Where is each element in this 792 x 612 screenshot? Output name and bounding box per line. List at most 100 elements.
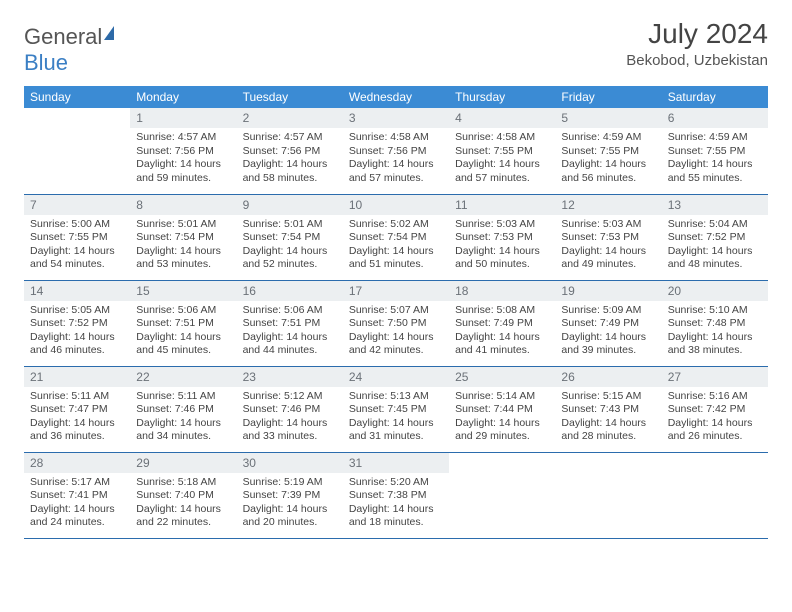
day-number: 29	[130, 453, 236, 473]
page-title: July 2024	[626, 18, 768, 50]
day-number: 10	[343, 195, 449, 215]
calendar-row: 1Sunrise: 4:57 AMSunset: 7:56 PMDaylight…	[24, 108, 768, 194]
day-number: 8	[130, 195, 236, 215]
day-number: 24	[343, 367, 449, 387]
calendar-row: 14Sunrise: 5:05 AMSunset: 7:52 PMDayligh…	[24, 280, 768, 366]
calendar-cell: 2Sunrise: 4:57 AMSunset: 7:56 PMDaylight…	[237, 108, 343, 194]
day-details: Sunrise: 5:00 AMSunset: 7:55 PMDaylight:…	[24, 215, 130, 277]
day-number: 16	[237, 281, 343, 301]
day-details: Sunrise: 5:03 AMSunset: 7:53 PMDaylight:…	[449, 215, 555, 277]
brand-logo: General Blue	[24, 18, 114, 76]
calendar-cell: 6Sunrise: 4:59 AMSunset: 7:55 PMDaylight…	[662, 108, 768, 194]
calendar-cell: 7Sunrise: 5:00 AMSunset: 7:55 PMDaylight…	[24, 194, 130, 280]
brand-text-1: General	[24, 24, 102, 49]
day-details: Sunrise: 5:05 AMSunset: 7:52 PMDaylight:…	[24, 301, 130, 363]
brand-triangle-icon	[104, 26, 114, 40]
calendar-cell: 21Sunrise: 5:11 AMSunset: 7:47 PMDayligh…	[24, 366, 130, 452]
calendar-body: 1Sunrise: 4:57 AMSunset: 7:56 PMDaylight…	[24, 108, 768, 538]
day-details: Sunrise: 4:57 AMSunset: 7:56 PMDaylight:…	[237, 128, 343, 190]
day-number: 4	[449, 108, 555, 128]
day-number: 9	[237, 195, 343, 215]
calendar-cell: 11Sunrise: 5:03 AMSunset: 7:53 PMDayligh…	[449, 194, 555, 280]
day-details: Sunrise: 5:18 AMSunset: 7:40 PMDaylight:…	[130, 473, 236, 535]
calendar-cell: 12Sunrise: 5:03 AMSunset: 7:53 PMDayligh…	[555, 194, 661, 280]
calendar-cell: 8Sunrise: 5:01 AMSunset: 7:54 PMDaylight…	[130, 194, 236, 280]
calendar-cell: 13Sunrise: 5:04 AMSunset: 7:52 PMDayligh…	[662, 194, 768, 280]
weekday-header: Friday	[555, 86, 661, 108]
day-number: 27	[662, 367, 768, 387]
header: General Blue July 2024 Bekobod, Uzbekist…	[24, 18, 768, 76]
day-details: Sunrise: 5:13 AMSunset: 7:45 PMDaylight:…	[343, 387, 449, 449]
day-number: 22	[130, 367, 236, 387]
title-block: July 2024 Bekobod, Uzbekistan	[626, 18, 768, 69]
day-details: Sunrise: 5:09 AMSunset: 7:49 PMDaylight:…	[555, 301, 661, 363]
day-details: Sunrise: 4:59 AMSunset: 7:55 PMDaylight:…	[662, 128, 768, 190]
brand-text-2: Blue	[24, 50, 68, 75]
calendar-row: 21Sunrise: 5:11 AMSunset: 7:47 PMDayligh…	[24, 366, 768, 452]
calendar-cell: 30Sunrise: 5:19 AMSunset: 7:39 PMDayligh…	[237, 452, 343, 538]
day-number: 25	[449, 367, 555, 387]
calendar-cell: 15Sunrise: 5:06 AMSunset: 7:51 PMDayligh…	[130, 280, 236, 366]
day-details: Sunrise: 5:08 AMSunset: 7:49 PMDaylight:…	[449, 301, 555, 363]
weekday-header: Saturday	[662, 86, 768, 108]
calendar-cell: 25Sunrise: 5:14 AMSunset: 7:44 PMDayligh…	[449, 366, 555, 452]
day-number: 11	[449, 195, 555, 215]
calendar-cell: 5Sunrise: 4:59 AMSunset: 7:55 PMDaylight…	[555, 108, 661, 194]
calendar-cell: 27Sunrise: 5:16 AMSunset: 7:42 PMDayligh…	[662, 366, 768, 452]
day-details: Sunrise: 5:01 AMSunset: 7:54 PMDaylight:…	[237, 215, 343, 277]
day-details: Sunrise: 5:11 AMSunset: 7:46 PMDaylight:…	[130, 387, 236, 449]
weekday-header: Sunday	[24, 86, 130, 108]
day-number: 14	[24, 281, 130, 301]
day-details: Sunrise: 5:07 AMSunset: 7:50 PMDaylight:…	[343, 301, 449, 363]
day-number: 1	[130, 108, 236, 128]
calendar-cell: 19Sunrise: 5:09 AMSunset: 7:49 PMDayligh…	[555, 280, 661, 366]
calendar-cell: 9Sunrise: 5:01 AMSunset: 7:54 PMDaylight…	[237, 194, 343, 280]
calendar-cell: 28Sunrise: 5:17 AMSunset: 7:41 PMDayligh…	[24, 452, 130, 538]
day-number: 21	[24, 367, 130, 387]
calendar-cell: 24Sunrise: 5:13 AMSunset: 7:45 PMDayligh…	[343, 366, 449, 452]
day-number: 28	[24, 453, 130, 473]
weekday-header: Thursday	[449, 86, 555, 108]
day-details: Sunrise: 5:12 AMSunset: 7:46 PMDaylight:…	[237, 387, 343, 449]
day-number: 17	[343, 281, 449, 301]
day-number: 12	[555, 195, 661, 215]
day-details: Sunrise: 5:19 AMSunset: 7:39 PMDaylight:…	[237, 473, 343, 535]
calendar-cell: 16Sunrise: 5:06 AMSunset: 7:51 PMDayligh…	[237, 280, 343, 366]
calendar-cell: 20Sunrise: 5:10 AMSunset: 7:48 PMDayligh…	[662, 280, 768, 366]
day-number: 30	[237, 453, 343, 473]
calendar-row: 28Sunrise: 5:17 AMSunset: 7:41 PMDayligh…	[24, 452, 768, 538]
day-number: 23	[237, 367, 343, 387]
calendar-cell: 10Sunrise: 5:02 AMSunset: 7:54 PMDayligh…	[343, 194, 449, 280]
day-details: Sunrise: 4:58 AMSunset: 7:56 PMDaylight:…	[343, 128, 449, 190]
day-number: 5	[555, 108, 661, 128]
day-details: Sunrise: 5:10 AMSunset: 7:48 PMDaylight:…	[662, 301, 768, 363]
day-details: Sunrise: 5:15 AMSunset: 7:43 PMDaylight:…	[555, 387, 661, 449]
day-number: 15	[130, 281, 236, 301]
calendar-table: SundayMondayTuesdayWednesdayThursdayFrid…	[24, 86, 768, 539]
calendar-cell: 31Sunrise: 5:20 AMSunset: 7:38 PMDayligh…	[343, 452, 449, 538]
day-number: 26	[555, 367, 661, 387]
location-text: Bekobod, Uzbekistan	[626, 52, 768, 69]
weekday-header: Wednesday	[343, 86, 449, 108]
day-details: Sunrise: 5:02 AMSunset: 7:54 PMDaylight:…	[343, 215, 449, 277]
calendar-cell: 1Sunrise: 4:57 AMSunset: 7:56 PMDaylight…	[130, 108, 236, 194]
day-details: Sunrise: 5:01 AMSunset: 7:54 PMDaylight:…	[130, 215, 236, 277]
day-number: 18	[449, 281, 555, 301]
day-number: 2	[237, 108, 343, 128]
day-details: Sunrise: 5:06 AMSunset: 7:51 PMDaylight:…	[130, 301, 236, 363]
day-details: Sunrise: 5:11 AMSunset: 7:47 PMDaylight:…	[24, 387, 130, 449]
day-details: Sunrise: 5:17 AMSunset: 7:41 PMDaylight:…	[24, 473, 130, 535]
day-details: Sunrise: 4:57 AMSunset: 7:56 PMDaylight:…	[130, 128, 236, 190]
weekday-header: Tuesday	[237, 86, 343, 108]
calendar-cell: 4Sunrise: 4:58 AMSunset: 7:55 PMDaylight…	[449, 108, 555, 194]
day-number: 20	[662, 281, 768, 301]
day-number: 7	[24, 195, 130, 215]
day-details: Sunrise: 5:04 AMSunset: 7:52 PMDaylight:…	[662, 215, 768, 277]
calendar-cell: 26Sunrise: 5:15 AMSunset: 7:43 PMDayligh…	[555, 366, 661, 452]
calendar-cell	[662, 452, 768, 538]
day-details: Sunrise: 5:16 AMSunset: 7:42 PMDaylight:…	[662, 387, 768, 449]
day-number: 3	[343, 108, 449, 128]
day-details: Sunrise: 5:20 AMSunset: 7:38 PMDaylight:…	[343, 473, 449, 535]
day-number: 13	[662, 195, 768, 215]
brand-text: General Blue	[24, 24, 114, 76]
